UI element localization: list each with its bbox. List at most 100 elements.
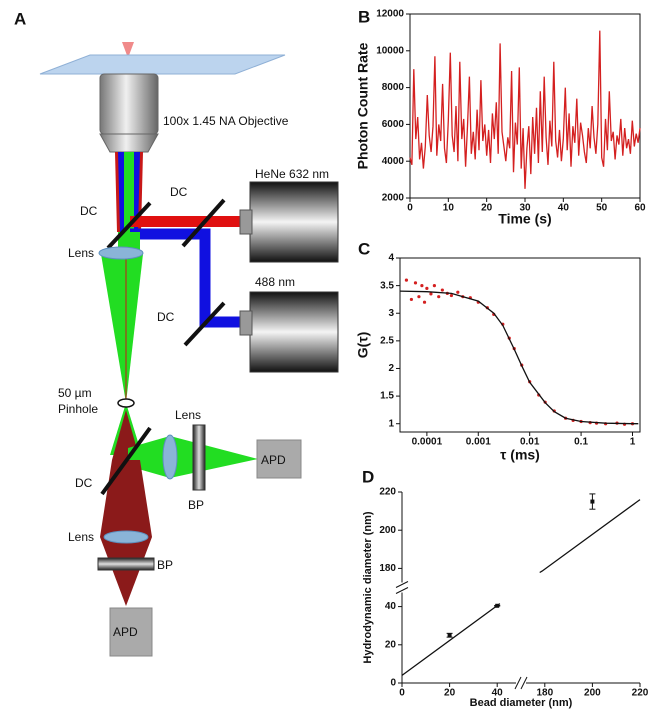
y-tick-label: 2 bbox=[388, 363, 394, 374]
y-tick-label: 1.5 bbox=[380, 391, 394, 402]
y-axis-label: G(τ) bbox=[355, 332, 371, 358]
lens bbox=[162, 434, 178, 480]
beam-red bbox=[100, 460, 152, 537]
beam-green-cone bbox=[170, 436, 258, 478]
data-point bbox=[409, 297, 414, 302]
x-tick-label: 40 bbox=[558, 203, 570, 214]
red-laser-path bbox=[130, 216, 246, 227]
x-tick-label: 60 bbox=[634, 203, 646, 214]
detector-label: APD bbox=[113, 625, 138, 639]
x-tick-label: 40 bbox=[492, 688, 504, 699]
data-point bbox=[440, 288, 444, 292]
dichroic bbox=[100, 426, 152, 496]
x-tick-label: 180 bbox=[536, 688, 553, 699]
x-tick-label: 0.1 bbox=[574, 437, 588, 448]
x-axis-label: Bead diameter (nm) bbox=[470, 697, 573, 709]
coverslip bbox=[39, 54, 286, 75]
x-tick-label: 220 bbox=[632, 688, 649, 699]
y-tick-label: 6000 bbox=[382, 119, 405, 130]
panel-label: B bbox=[358, 7, 370, 26]
x-axis-label: τ (ms) bbox=[500, 447, 540, 463]
y-tick-label: 2000 bbox=[382, 193, 405, 204]
detector-label: APD bbox=[261, 453, 286, 467]
dichroic bbox=[106, 201, 152, 250]
data-point bbox=[447, 633, 452, 638]
panel-label: A bbox=[14, 9, 26, 28]
beam-green-cone bbox=[101, 254, 143, 403]
x-tick-label: 0 bbox=[399, 688, 405, 699]
x-tick-label: 1 bbox=[630, 437, 636, 448]
beam-red-cone bbox=[100, 537, 152, 606]
dichroic-label: DC bbox=[75, 476, 93, 490]
data-point bbox=[432, 284, 436, 288]
dichroic bbox=[183, 301, 226, 347]
data-point bbox=[437, 295, 441, 299]
lens bbox=[98, 246, 144, 260]
x-tick-label: 20 bbox=[481, 203, 493, 214]
dichroic bbox=[181, 198, 226, 248]
data-point bbox=[422, 300, 427, 304]
x-tick-label: 20 bbox=[444, 688, 456, 699]
beam-green bbox=[124, 152, 134, 232]
data-line bbox=[409, 30, 641, 189]
pinhole-label: Pinhole bbox=[58, 402, 98, 416]
lens-label: Lens bbox=[175, 408, 201, 422]
laser-aperture bbox=[239, 310, 253, 336]
detector bbox=[109, 607, 153, 657]
data-point bbox=[420, 284, 424, 288]
x-tick-label: 50 bbox=[596, 203, 608, 214]
data-line bbox=[399, 290, 639, 425]
laser-label: HeNe 632 nm bbox=[255, 167, 329, 181]
lens-label: Lens bbox=[68, 530, 94, 544]
y-tick-label: 220 bbox=[379, 487, 396, 498]
x-tick-label: 10 bbox=[443, 203, 455, 214]
x-axis-label: Time (s) bbox=[498, 211, 551, 227]
data-point bbox=[449, 293, 454, 298]
bandpass-filter bbox=[192, 424, 206, 491]
filter-label: BP bbox=[157, 558, 173, 572]
x-tick-label: 0.01 bbox=[520, 437, 540, 448]
axis-break-gap bbox=[398, 582, 406, 593]
detector bbox=[256, 439, 302, 479]
y-tick-label: 4 bbox=[388, 253, 394, 264]
y-tick-label: 40 bbox=[385, 601, 397, 612]
objective-tip bbox=[99, 133, 159, 153]
bandpass-filter bbox=[97, 557, 155, 571]
panel-label: D bbox=[362, 467, 374, 486]
objective bbox=[99, 73, 159, 135]
dichroic-label: DC bbox=[157, 310, 175, 324]
panel-label: C bbox=[358, 239, 370, 258]
excitation-cone bbox=[122, 42, 134, 58]
filter-label: BP bbox=[188, 498, 204, 512]
y-tick-label: 4000 bbox=[382, 156, 405, 167]
y-tick-label: 10000 bbox=[376, 45, 404, 56]
data-line bbox=[401, 499, 641, 676]
y-axis-label: Photon Count Rate bbox=[355, 42, 371, 169]
axis-break bbox=[520, 676, 528, 690]
x-tick-label: 0 bbox=[407, 203, 413, 214]
y-tick-label: 1 bbox=[388, 418, 394, 429]
laser-aperture bbox=[239, 209, 253, 235]
data-point bbox=[417, 295, 421, 299]
data-point bbox=[425, 286, 429, 290]
pinhole-label: 50 µm bbox=[58, 386, 92, 400]
data-point bbox=[429, 292, 433, 296]
y-tick-label: 200 bbox=[379, 525, 396, 536]
plot-frame bbox=[399, 257, 641, 433]
y-tick-label: 2.5 bbox=[380, 335, 394, 346]
y-tick-label: 180 bbox=[379, 563, 396, 574]
data-point bbox=[590, 499, 595, 504]
axis-break bbox=[395, 587, 409, 594]
lens-label: Lens bbox=[68, 246, 94, 260]
x-tick-label: 200 bbox=[584, 688, 601, 699]
axis-break-gap bbox=[516, 679, 526, 687]
lens bbox=[103, 530, 149, 544]
y-tick-label: 0 bbox=[390, 678, 396, 689]
dichroic-label: DC bbox=[80, 204, 98, 218]
x-tick-label: 0.0001 bbox=[412, 437, 443, 448]
x-tick-label: 30 bbox=[519, 203, 531, 214]
y-tick-label: 8000 bbox=[382, 82, 405, 93]
y-tick-label: 3.5 bbox=[380, 280, 394, 291]
axis-break bbox=[395, 581, 409, 588]
data-point bbox=[456, 290, 460, 294]
